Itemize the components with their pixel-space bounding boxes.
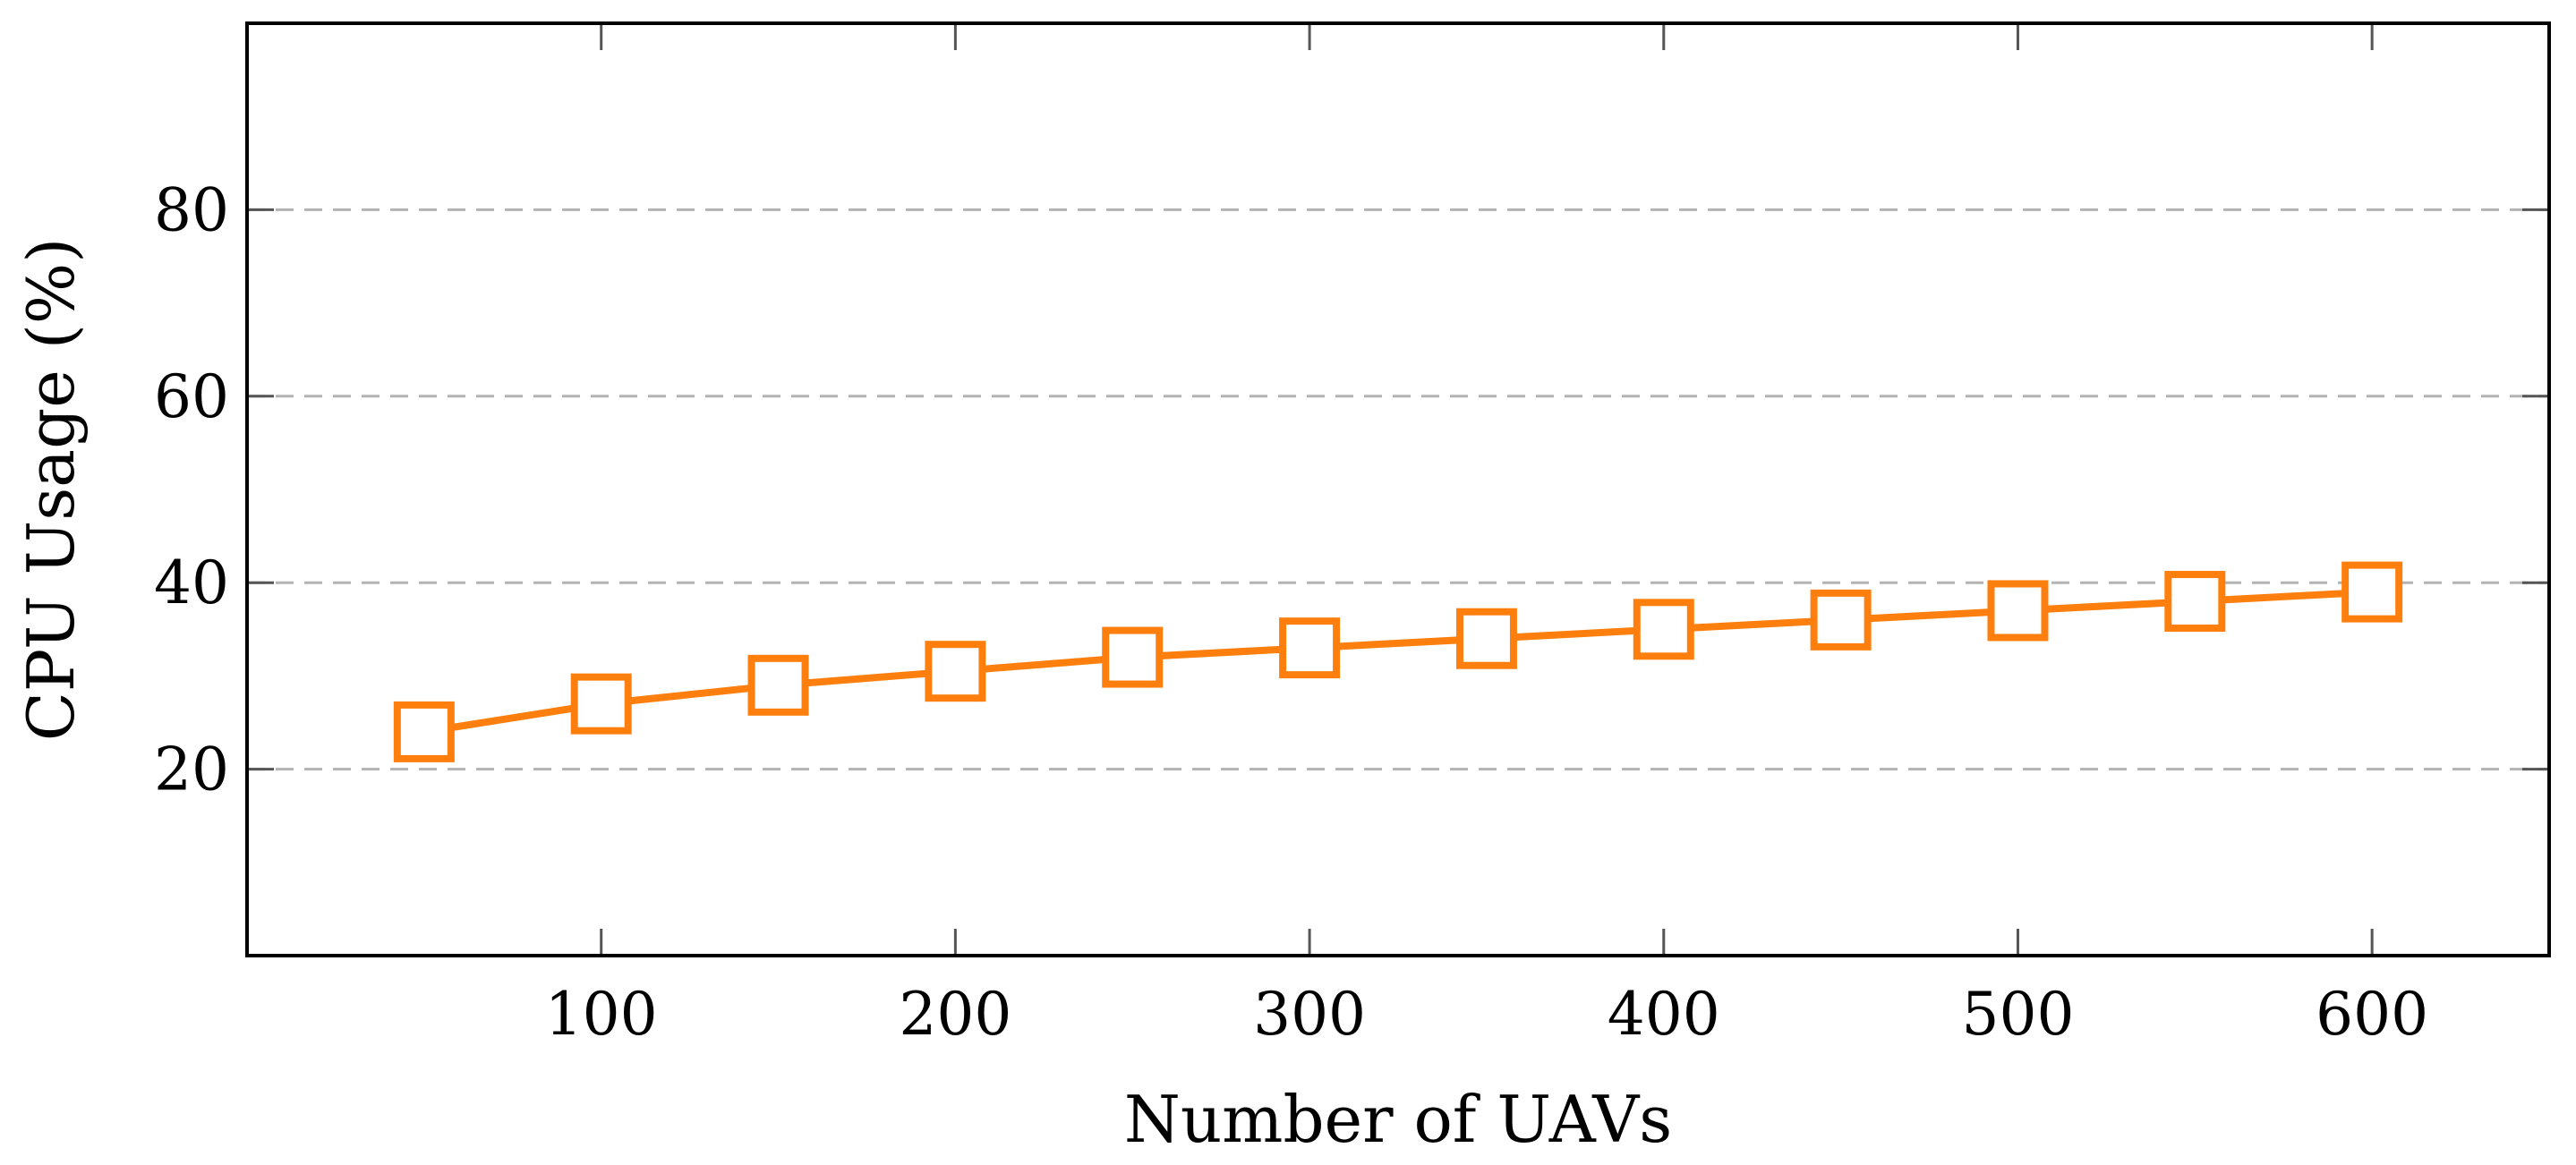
data-point-marker: [1633, 599, 1694, 660]
y-tick-label: 80: [154, 175, 229, 244]
tick-labels: 20 40 60 80 100 200 300 400 500 600: [154, 175, 2428, 1049]
x-tick-label: 100: [545, 980, 658, 1049]
y-tick-label: 40: [154, 548, 229, 617]
y-tick-label: 60: [154, 362, 229, 431]
data-point-marker: [1279, 617, 1341, 679]
x-tick-label: 400: [1608, 980, 1720, 1049]
data-point-marker: [1102, 626, 1164, 688]
data-point-marker: [2341, 561, 2403, 623]
data-point-marker: [1987, 580, 2049, 642]
data-point-marker: [1455, 608, 1517, 669]
data-point-marker: [2164, 571, 2226, 633]
data-point-marker: [747, 654, 809, 716]
data-point-marker: [1810, 589, 1872, 651]
data-point-marker: [570, 673, 632, 735]
plot-frame: [245, 21, 2551, 957]
data-point-marker: [393, 701, 455, 762]
x-tick-label: 600: [2316, 980, 2428, 1049]
y-axis-title: CPU Usage (%): [13, 238, 89, 742]
grid-lines: [247, 208, 2549, 771]
x-tick-label: 300: [1253, 980, 1366, 1049]
x-tick-label: 200: [899, 980, 1011, 1049]
x-axis-title: Number of UAVs: [1124, 1082, 1672, 1157]
axis-ticks: [247, 23, 2549, 956]
data-point-marker: [925, 641, 986, 702]
y-tick-label: 20: [154, 736, 229, 804]
x-tick-label: 500: [1961, 980, 2074, 1049]
series-line: [423, 588, 2373, 736]
data-series: [393, 561, 2403, 762]
